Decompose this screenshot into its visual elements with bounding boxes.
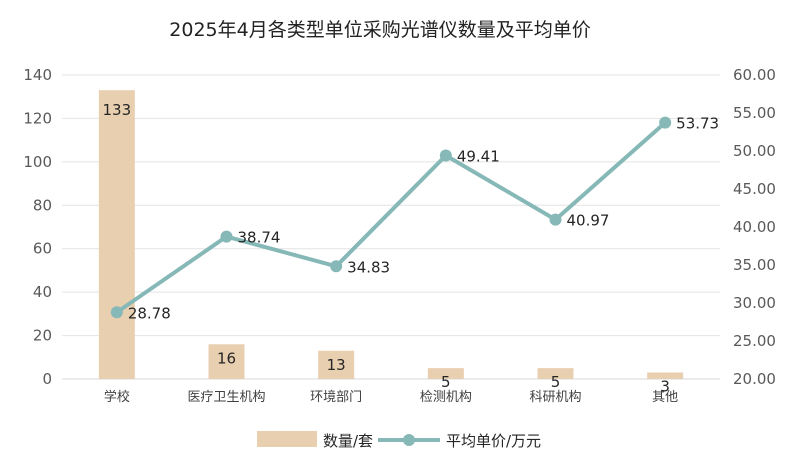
bar-value-label: 5 <box>551 373 561 391</box>
line-point-学校 <box>110 306 123 319</box>
bar-医疗卫生机构 <box>208 344 245 379</box>
right-tick-label: 25.00 <box>733 332 776 350</box>
line-point-检测机构 <box>439 149 452 162</box>
bar-学校 <box>98 90 135 379</box>
left-tick-label: 140 <box>23 66 52 84</box>
legend-label-bar: 数量/套 <box>323 432 373 450</box>
line-value-label: 38.74 <box>238 229 281 247</box>
right-tick-label: 60.00 <box>733 66 776 84</box>
line-path <box>115 121 667 314</box>
left-tick-label: 80 <box>33 196 52 214</box>
category-label: 检测机构 <box>420 390 472 405</box>
bar-环境部门 <box>318 350 355 379</box>
bar-检测机构 <box>427 368 464 379</box>
line-value-label: 49.41 <box>457 147 500 165</box>
bar-series <box>98 90 684 379</box>
category-label: 学校 <box>104 389 130 405</box>
left-axis: 0 20 40 60 80 100 120 140 <box>23 66 52 388</box>
legend-swatch-bar <box>257 431 317 447</box>
right-axis: 20.00 25.00 30.00 35.00 40.00 45.00 50.00 55.00… <box>733 66 776 388</box>
category-label: 环境部门 <box>310 390 362 405</box>
grid-lines <box>62 74 720 380</box>
bar-data-labels: 133 16 13 5 5 3 <box>103 101 670 395</box>
line-point-科研机构 <box>549 213 562 226</box>
x-axis: 学校 医疗卫生机构 环境部门 检测机构 科研机构 其他 <box>104 389 678 405</box>
bar-其他 <box>647 372 684 379</box>
right-tick-label: 40.00 <box>733 218 776 236</box>
line-value-label: 40.97 <box>567 212 610 230</box>
left-tick-label: 60 <box>33 240 52 258</box>
bar-value-label: 16 <box>217 349 236 367</box>
legend-swatch-marker <box>403 434 415 446</box>
category-label: 科研机构 <box>529 390 581 405</box>
bar-value-label: 133 <box>103 101 132 119</box>
bar-value-label: 13 <box>327 356 346 374</box>
left-tick-label: 20 <box>33 327 52 345</box>
line-value-label: 34.83 <box>347 258 390 276</box>
line-point-环境部门 <box>330 260 343 273</box>
left-tick-label: 0 <box>42 370 52 388</box>
right-tick-label: 30.00 <box>733 294 776 312</box>
legend-label-line: 平均单价/万元 <box>446 432 541 450</box>
line-data-labels: 28.78 38.74 34.83 49.41 40.97 53.73 <box>128 115 719 323</box>
bar-value-label: 3 <box>660 377 670 395</box>
right-tick-label: 20.00 <box>733 370 776 388</box>
line-point-医疗卫生机构 <box>220 230 233 243</box>
left-tick-label: 40 <box>33 283 52 301</box>
line-value-label: 28.78 <box>128 304 171 322</box>
right-tick-label: 55.00 <box>733 104 776 122</box>
line-series <box>110 116 672 319</box>
bar-科研机构 <box>537 368 574 379</box>
bar-value-label: 5 <box>441 373 451 391</box>
category-label: 医疗卫生机构 <box>187 390 265 405</box>
left-tick-label: 120 <box>23 109 52 127</box>
right-tick-label: 50.00 <box>733 142 776 160</box>
left-tick-label: 100 <box>23 153 52 171</box>
line-point-其他 <box>659 116 672 129</box>
line-value-label: 53.73 <box>676 115 719 133</box>
chart-title: 2025年4月各类型单位采购光谱仪数量及平均单价 <box>169 19 590 41</box>
right-tick-label: 45.00 <box>733 180 776 198</box>
right-tick-label: 35.00 <box>733 256 776 274</box>
category-label: 其他 <box>652 390 678 405</box>
legend: 数量/套 平均单价/万元 <box>257 431 541 450</box>
